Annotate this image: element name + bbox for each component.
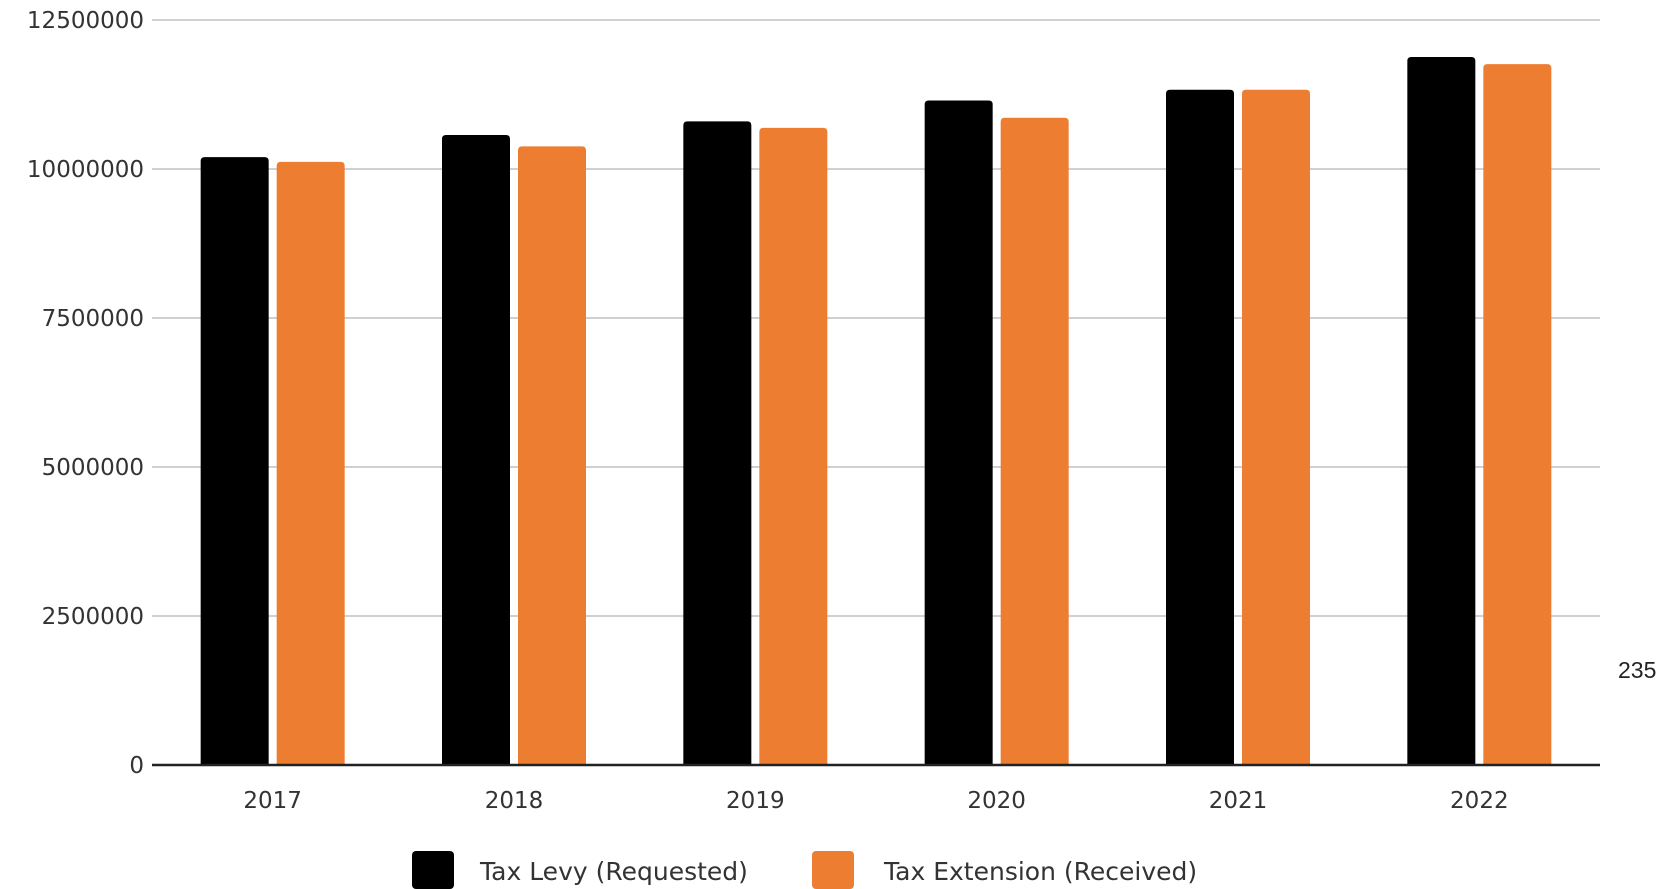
x-axis-tick-labels: 2017 2018 2019 2020 2021 2022 [243,788,1508,814]
bar-tax-extension-2022 [1483,64,1552,765]
bar-tax-extension-2021 [1242,89,1310,766]
y-tick-label: 0 [129,753,144,779]
bar-tax-levy-2019 [683,121,752,765]
x-tick-label: 2018 [485,788,544,814]
bar-tax-levy-2021 [1166,89,1234,766]
legend-swatch-tax-extension [812,851,854,889]
bar-tax-levy-2020 [924,100,993,765]
bar-tax-levy-2022 [1407,56,1476,765]
legend: Tax Levy (Requested) Tax Extension (Rece… [412,851,1197,889]
y-tick-label: 5000000 [42,455,144,481]
x-tick-label: 2019 [726,788,785,814]
y-tick-label: 12500000 [27,8,144,34]
x-tick-label: 2017 [243,788,302,814]
gridlines [152,19,1600,617]
y-tick-label: 2500000 [42,604,144,630]
bar-tax-extension-2017 [276,161,345,765]
y-tick-label: 7500000 [42,306,144,332]
bar-tax-extension-2020 [1000,117,1069,765]
x-tick-label: 2020 [967,788,1026,814]
legend-swatch-tax-levy [412,851,454,889]
bar-tax-extension-2019 [759,127,828,766]
page-number: 235 [1618,657,1657,683]
y-tick-label: 10000000 [27,157,144,183]
bars [200,56,1552,766]
legend-label-tax-extension: Tax Extension (Received) [883,857,1197,886]
bar-tax-extension-2018 [518,146,586,766]
legend-label-tax-levy: Tax Levy (Requested) [479,857,748,886]
bar-tax-levy-2018 [442,135,510,765]
x-tick-label: 2021 [1209,788,1268,814]
bar-tax-levy-2017 [200,157,269,765]
x-tick-label: 2022 [1450,788,1509,814]
y-axis-tick-labels: 0 2500000 5000000 7500000 10000000 12500000 [27,8,144,779]
